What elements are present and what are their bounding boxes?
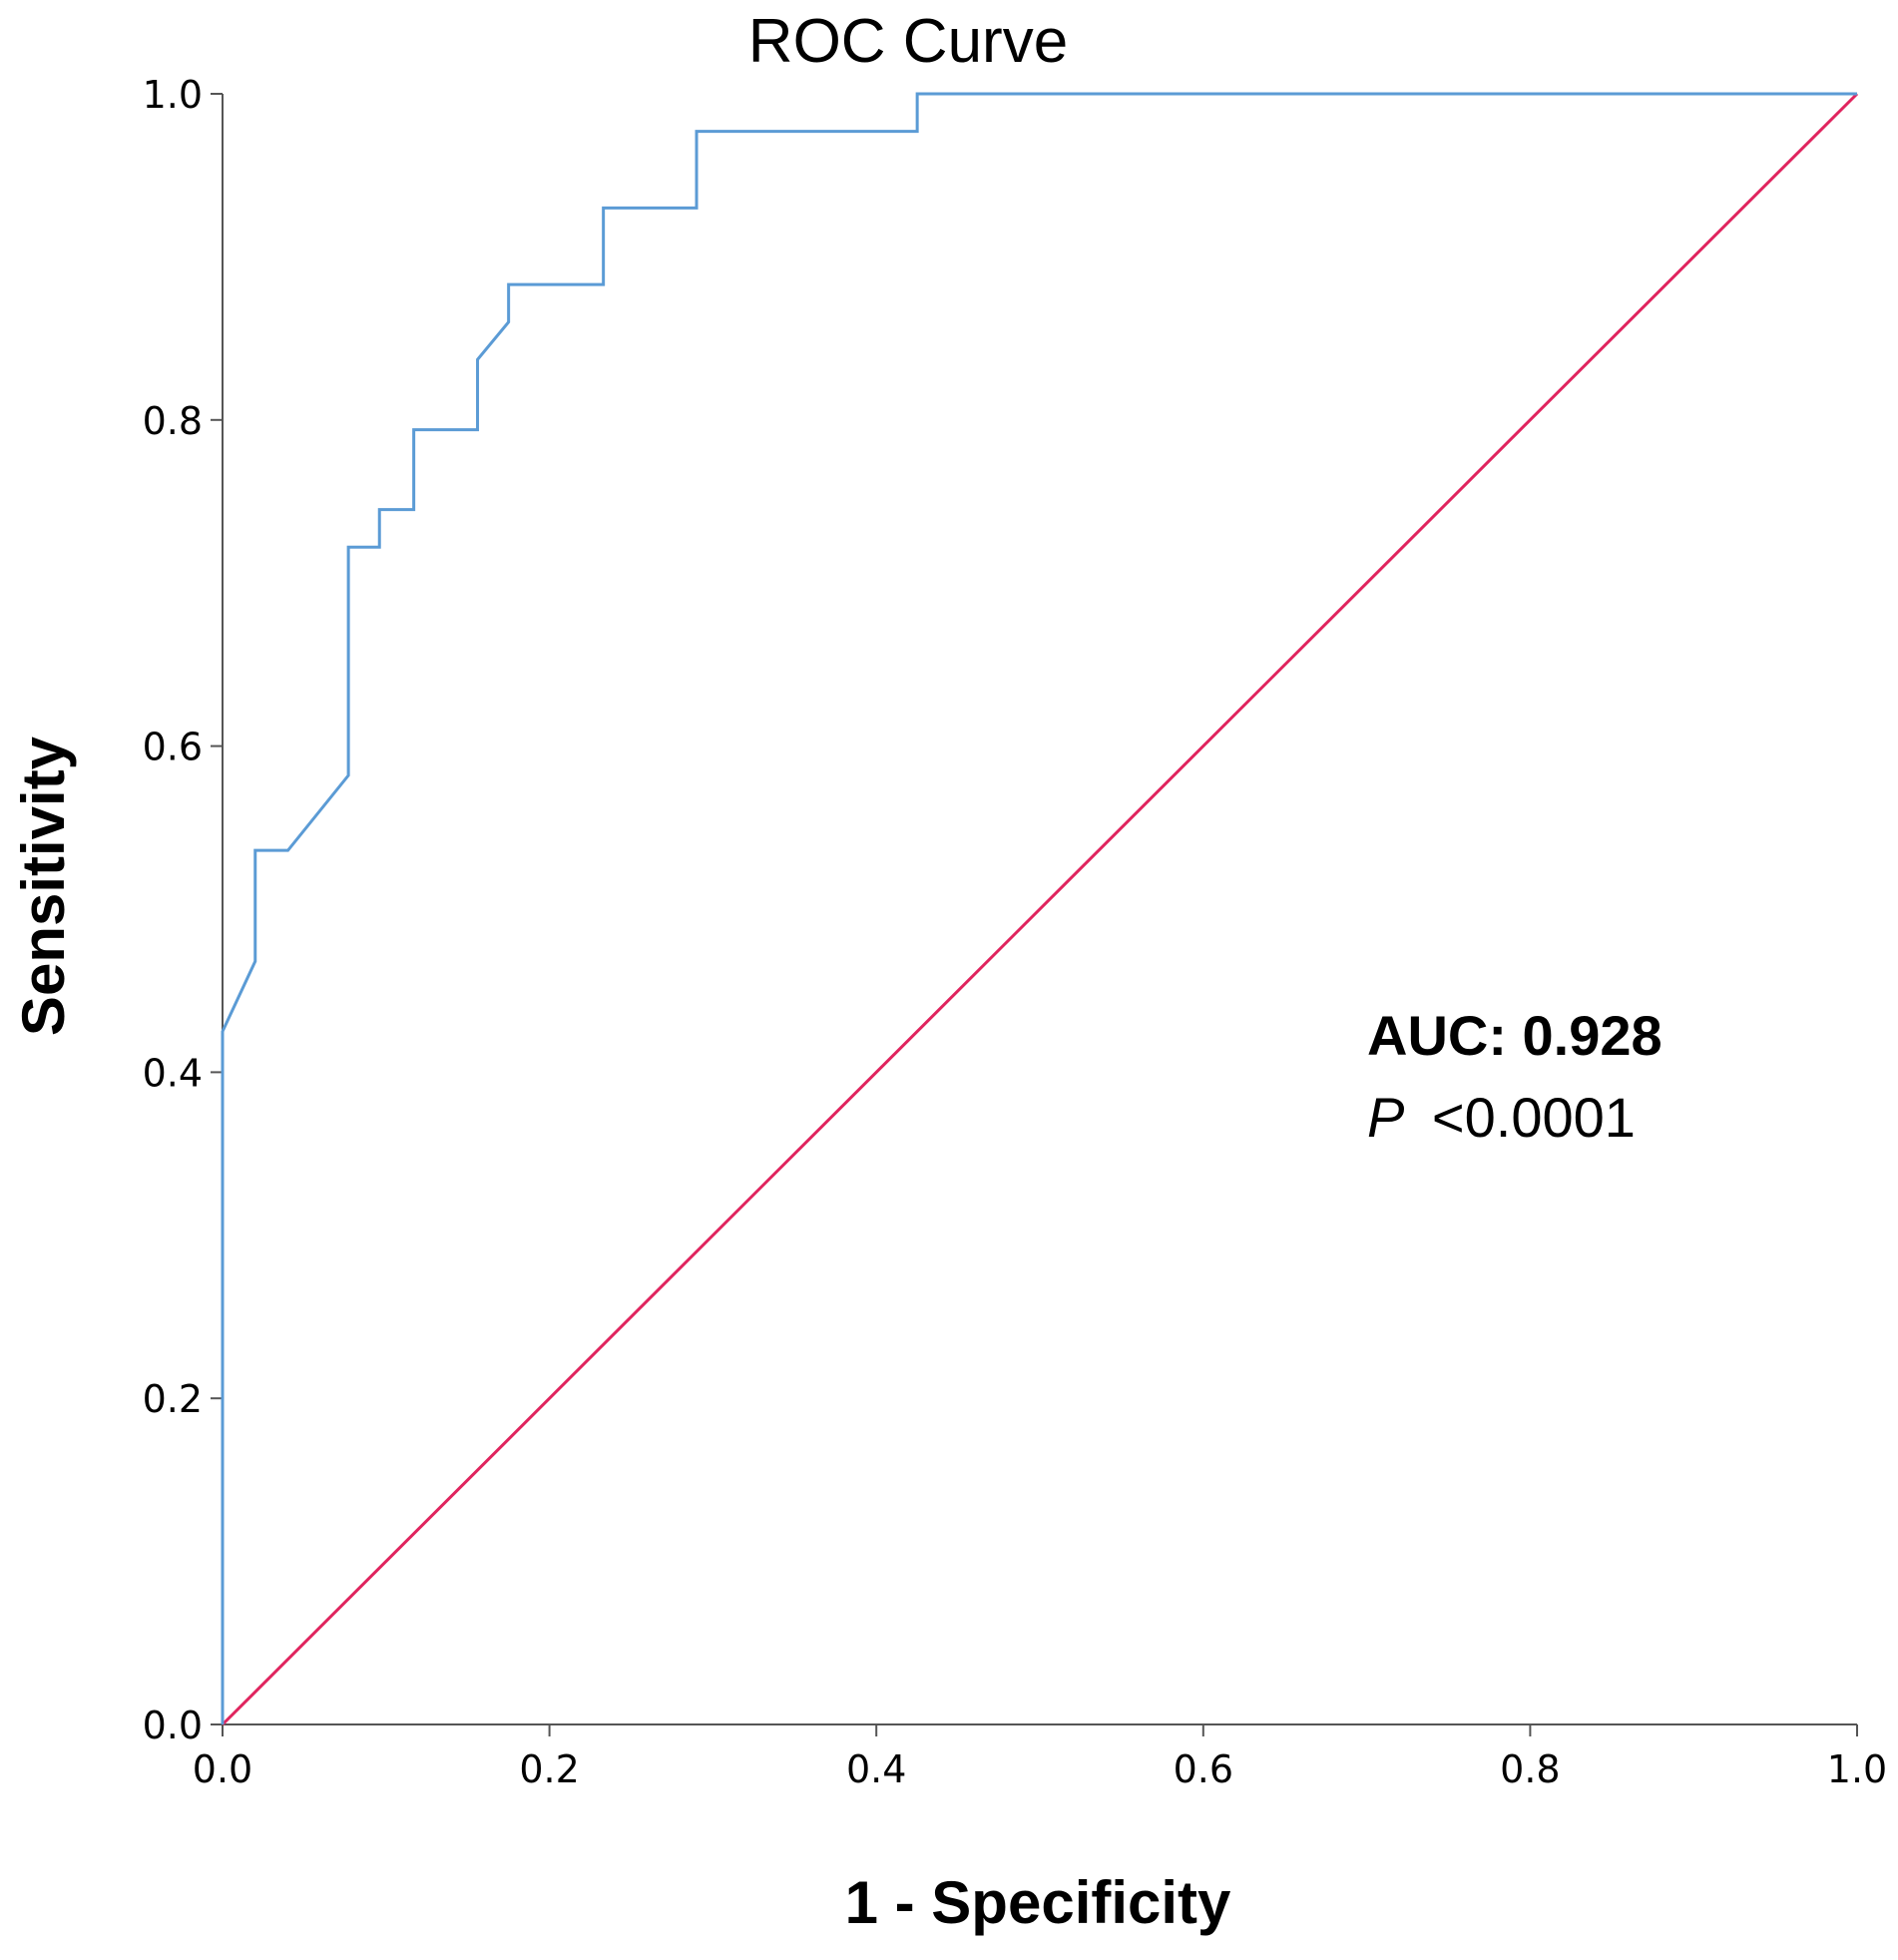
- y-tick-label: 0.8: [143, 399, 203, 443]
- x-tick-label: 0.2: [519, 1747, 579, 1791]
- y-axis-label: Sensitivity: [10, 735, 77, 1036]
- y-tick-label: 0.0: [143, 1704, 203, 1747]
- p-value: <0.0001: [1432, 1086, 1636, 1149]
- x-tick-label: 0.0: [193, 1747, 252, 1791]
- chart-title: ROC Curve: [748, 7, 1068, 76]
- x-tick-label: 0.8: [1500, 1747, 1560, 1791]
- x-axis-label: 1 - Specificity: [845, 1869, 1231, 1936]
- y-tick-label: 0.6: [143, 726, 203, 769]
- y-tick-label: 0.4: [143, 1051, 203, 1095]
- roc-curve-line: [221, 92, 1857, 1724]
- x-tick-label: 0.6: [1174, 1747, 1233, 1791]
- plot-area: 0.0 0.2 0.4 0.6 0.8 1.0 0.0 0.2 0.4 0.6 0.8 1.0: [143, 73, 1888, 1791]
- y-tick-label: 0.2: [143, 1377, 203, 1421]
- x-tick-label: 0.4: [846, 1747, 906, 1791]
- reference-line: [221, 92, 1859, 1726]
- auc-annotation: AUC: 0.928: [1367, 1004, 1662, 1067]
- p-value-annotation: P <0.0001: [1367, 1086, 1636, 1149]
- y-tick-label: 1.0: [143, 73, 203, 117]
- x-tick-label: 1.0: [1827, 1747, 1887, 1791]
- p-symbol: P: [1367, 1086, 1404, 1149]
